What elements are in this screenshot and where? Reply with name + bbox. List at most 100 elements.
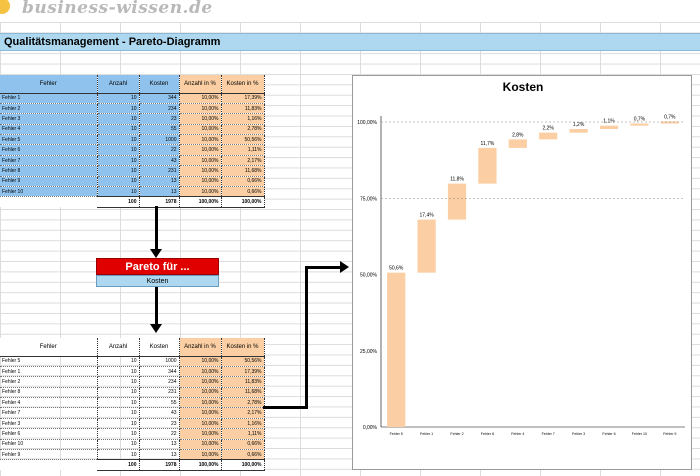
cell-anzahl[interactable]: 10	[97, 155, 140, 167]
cell-kosten[interactable]: 22	[139, 428, 180, 440]
cell-kosten[interactable]: 23	[139, 418, 180, 430]
cell-anzahl[interactable]: 10	[97, 124, 140, 136]
cell-anzahl[interactable]: 10	[97, 376, 140, 388]
cell-kosten-pct[interactable]: 0,66%	[221, 439, 265, 451]
cell-kosten-pct[interactable]: 2,78%	[221, 124, 265, 136]
total-anzahl-pct[interactable]: 100,00%	[179, 459, 222, 471]
cell-fehler[interactable]: Fehler 6	[0, 144, 98, 156]
cell-anzahl-pct[interactable]: 10,00%	[179, 397, 222, 409]
total-kosten-pct[interactable]: 100,00%	[221, 196, 265, 208]
cell-anzahl-pct[interactable]: 10,00%	[179, 165, 222, 177]
cell-anzahl-pct[interactable]: 10,00%	[179, 113, 222, 125]
cell-fehler[interactable]: Fehler 5	[0, 356, 98, 367]
cell-kosten[interactable]: 55	[139, 397, 180, 409]
cell-fehler[interactable]: Fehler 8	[0, 387, 98, 399]
cell-anzahl[interactable]: 10	[97, 356, 140, 367]
cell-anzahl[interactable]: 10	[97, 186, 140, 198]
cell-kosten[interactable]: 13	[139, 449, 180, 461]
cell-anzahl-pct[interactable]: 10,00%	[179, 155, 222, 167]
cell-kosten[interactable]: 1000	[139, 134, 180, 146]
cell-kosten-pct[interactable]: 2,17%	[221, 407, 265, 419]
total-anzahl-pct[interactable]: 100,00%	[179, 196, 222, 208]
total-anzahl[interactable]: 100	[97, 196, 140, 208]
cell-anzahl-pct[interactable]: 10,00%	[179, 449, 222, 461]
cell-kosten[interactable]: 234	[139, 376, 180, 388]
cell-anzahl[interactable]: 10	[97, 366, 140, 378]
cell-anzahl-pct[interactable]: 10,00%	[179, 439, 222, 451]
cell-kosten[interactable]: 234	[139, 103, 180, 115]
cell-anzahl[interactable]: 10	[97, 407, 140, 419]
cell-anzahl-pct[interactable]: 10,00%	[179, 428, 222, 440]
cell-anzahl[interactable]: 10	[97, 387, 140, 399]
cell-anzahl[interactable]: 10	[97, 144, 140, 156]
cell-kosten[interactable]: 23	[139, 113, 180, 125]
cell-fehler[interactable]: Fehler 4	[0, 397, 98, 409]
cell-fehler[interactable]: Fehler 9	[0, 449, 98, 461]
cell-kosten-pct[interactable]: 1,16%	[221, 113, 265, 125]
cell-fehler[interactable]: Fehler 2	[0, 376, 98, 388]
cell-kosten-pct[interactable]: 11,68%	[221, 387, 265, 399]
cell-kosten-pct[interactable]: 11,83%	[221, 103, 265, 115]
cell-anzahl[interactable]: 10	[97, 103, 140, 115]
cell-kosten[interactable]: 13	[139, 186, 180, 198]
cell-kosten[interactable]: 43	[139, 155, 180, 167]
cell-kosten[interactable]: 344	[139, 93, 180, 104]
cell-anzahl-pct[interactable]: 10,00%	[179, 366, 222, 378]
cell-fehler[interactable]: Fehler 2	[0, 103, 98, 115]
cell-fehler[interactable]: Fehler 6	[0, 428, 98, 440]
cell-fehler[interactable]: Fehler 7	[0, 407, 98, 419]
pareto-criterion-select[interactable]: Kosten	[96, 275, 219, 287]
cell-anzahl-pct[interactable]: 10,00%	[179, 387, 222, 399]
cell-kosten-pct[interactable]: 17,39%	[221, 366, 265, 378]
cell-anzahl-pct[interactable]: 10,00%	[179, 407, 222, 419]
cell-anzahl[interactable]: 10	[97, 93, 140, 104]
cell-anzahl-pct[interactable]: 10,00%	[179, 134, 222, 146]
cell-fehler[interactable]: Fehler 10	[0, 439, 98, 451]
cell-anzahl[interactable]: 10	[97, 418, 140, 430]
cell-anzahl[interactable]: 10	[97, 113, 140, 125]
cell-anzahl[interactable]: 10	[97, 397, 140, 409]
cell-kosten-pct[interactable]: 1,16%	[221, 418, 265, 430]
cell-anzahl[interactable]: 10	[97, 449, 140, 461]
total-kosten[interactable]: 1978	[139, 459, 180, 471]
cell-fehler[interactable]: Fehler 5	[0, 134, 98, 146]
cell-anzahl-pct[interactable]: 10,00%	[179, 376, 222, 388]
cell-kosten[interactable]: 55	[139, 124, 180, 136]
cell-kosten[interactable]: 231	[139, 165, 180, 177]
cell-anzahl[interactable]: 10	[97, 134, 140, 146]
cell-kosten[interactable]: 22	[139, 144, 180, 156]
cell-kosten-pct[interactable]: 2,17%	[221, 155, 265, 167]
cell-kosten-pct[interactable]: 0,66%	[221, 449, 265, 461]
cell-kosten-pct[interactable]: 2,78%	[221, 397, 265, 409]
cell-kosten[interactable]: 1000	[139, 356, 180, 367]
cell-anzahl-pct[interactable]: 10,00%	[179, 418, 222, 430]
cell-fehler[interactable]: Fehler 3	[0, 113, 98, 125]
cell-kosten-pct[interactable]: 11,83%	[221, 376, 265, 388]
cell-kosten[interactable]: 344	[139, 366, 180, 378]
cell-anzahl-pct[interactable]: 10,00%	[179, 93, 222, 104]
cell-fehler[interactable]: Fehler 9	[0, 176, 98, 188]
cell-kosten-pct[interactable]: 0,66%	[221, 186, 265, 198]
cell-kosten-pct[interactable]: 1,11%	[221, 428, 265, 440]
cell-anzahl-pct[interactable]: 10,00%	[179, 124, 222, 136]
cell-fehler[interactable]: Fehler 1	[0, 93, 98, 104]
total-kosten[interactable]: 1978	[139, 196, 180, 208]
cell-anzahl-pct[interactable]: 10,00%	[179, 103, 222, 115]
cell-anzahl[interactable]: 10	[97, 165, 140, 177]
cell-kosten-pct[interactable]: 11,68%	[221, 165, 265, 177]
cell-kosten-pct[interactable]: 0,66%	[221, 176, 265, 188]
total-kosten-pct[interactable]: 100,00%	[221, 459, 265, 471]
cell-anzahl-pct[interactable]: 10,00%	[179, 356, 222, 367]
cell-anzahl[interactable]: 10	[97, 439, 140, 451]
cell-fehler[interactable]: Fehler 7	[0, 155, 98, 167]
cell-anzahl[interactable]: 10	[97, 176, 140, 188]
cell-anzahl[interactable]: 10	[97, 428, 140, 440]
cell-fehler[interactable]: Fehler 4	[0, 124, 98, 136]
cell-kosten[interactable]: 231	[139, 387, 180, 399]
cell-kosten-pct[interactable]: 17,39%	[221, 93, 265, 104]
cell-kosten-pct[interactable]: 50,56%	[221, 134, 265, 146]
cell-anzahl-pct[interactable]: 10,00%	[179, 186, 222, 198]
cell-fehler[interactable]: Fehler 3	[0, 418, 98, 430]
cell-fehler[interactable]: Fehler 10	[0, 186, 98, 198]
cell-kosten-pct[interactable]: 50,56%	[221, 356, 265, 367]
